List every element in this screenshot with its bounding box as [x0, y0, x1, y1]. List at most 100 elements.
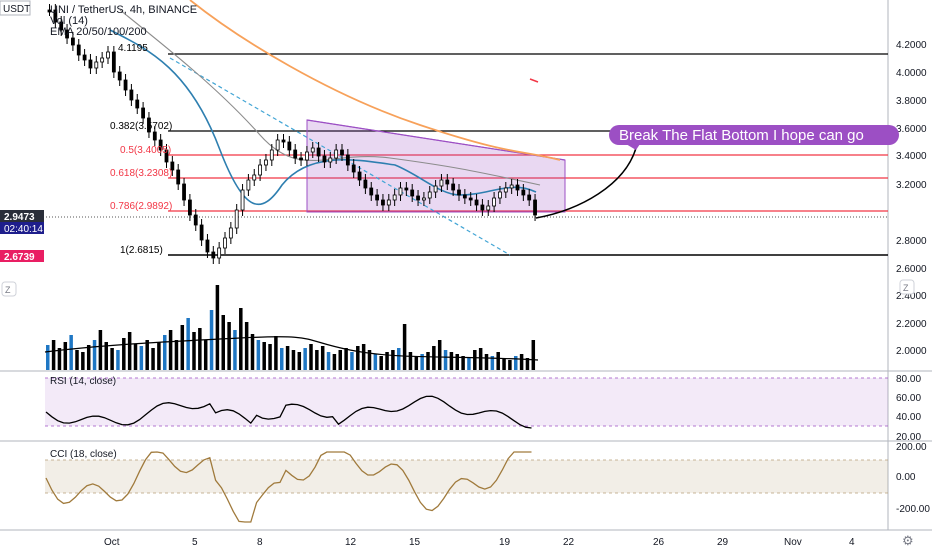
volume-bar — [297, 352, 302, 370]
volume-bar — [239, 308, 243, 370]
candle-body — [515, 184, 520, 191]
price-axis[interactable]: 4.2000 4.0000 3.8000 3.6000 3.4000 3.2000 2.80… — [896, 40, 930, 515]
dashed-trendline[interactable] — [169, 57, 511, 256]
rsi-title: RSI (14, close) — [50, 376, 116, 387]
candle-body — [111, 51, 116, 73]
candle-body — [182, 183, 186, 201]
time-tick-label: 4 — [849, 537, 855, 548]
low-price-badge — [0, 250, 44, 262]
volume-bar — [221, 315, 225, 370]
time-axis[interactable]: Oct 5 8 12 15 19 22 26 29 Nov 4 — [104, 537, 855, 548]
candle-body — [223, 237, 227, 249]
fib-label-05: 0.5(3.4005) — [120, 145, 171, 156]
candle-body — [71, 37, 75, 46]
volume-bar — [426, 352, 430, 370]
candle-body — [117, 71, 122, 81]
projection-curve[interactable] — [535, 147, 637, 219]
candle-body — [164, 149, 169, 163]
candle-body — [503, 187, 508, 193]
fib-label-top: 4.1195 — [118, 43, 148, 54]
volume-bar — [326, 352, 331, 370]
candle-body — [152, 131, 157, 141]
volume-bar — [455, 354, 459, 370]
volume-bar — [332, 354, 337, 370]
candle-body — [82, 54, 87, 61]
volume-bar — [163, 335, 167, 370]
candle-body — [468, 197, 473, 201]
cci-tick-label: -200.00 — [896, 504, 930, 515]
candle-body — [193, 214, 198, 226]
candle-body — [170, 161, 175, 171]
cci-tick-label: 200.00 — [896, 442, 927, 453]
candle-body — [533, 199, 537, 216]
ticker-box[interactable] — [0, 0, 31, 16]
candle-body — [381, 199, 385, 206]
price-tick-label: 3.6000 — [896, 124, 927, 135]
candle-body — [135, 99, 140, 109]
candle-body — [234, 209, 239, 229]
current-price-value: 2.9473 — [4, 212, 35, 223]
cci-band — [45, 460, 888, 493]
time-tick-label: 12 — [345, 537, 357, 548]
candle-body — [480, 204, 485, 211]
time-tick-label: 19 — [499, 537, 511, 548]
candle-body — [158, 139, 163, 151]
candle-body — [141, 107, 146, 119]
callout-bubble[interactable]: Break The Flat Bottom I hope can go — [609, 125, 899, 150]
candle-body — [240, 189, 245, 211]
price-tick-label: 3.8000 — [896, 96, 927, 107]
candle-body — [100, 57, 105, 63]
candle-body — [386, 199, 391, 206]
time-tick-label: 5 — [192, 537, 198, 548]
rsi-band — [45, 378, 888, 426]
volume-bar — [320, 346, 325, 370]
symbol-title: UNI / TetherUS, 4h, BINANCE — [50, 4, 197, 16]
candle-body — [369, 187, 374, 196]
main-pane[interactable] — [0, 0, 888, 370]
volume-bar — [104, 342, 108, 370]
volume-bar — [449, 352, 454, 370]
left-scale-label: Z — [5, 285, 11, 295]
candle-body — [416, 195, 420, 201]
volume-bar — [379, 356, 383, 370]
volume-bar — [215, 285, 220, 370]
price-tick-label: 3.2000 — [896, 180, 927, 191]
fib-label-0618: 0.618(3.2308) — [110, 168, 172, 179]
candle-body — [492, 197, 497, 207]
volume-bar — [367, 350, 372, 370]
candle-body — [211, 251, 216, 259]
candle-body — [252, 174, 257, 181]
right-scale-button[interactable] — [899, 279, 915, 295]
volume-bar — [344, 348, 348, 370]
candle-body — [410, 189, 415, 197]
volume-bar — [92, 340, 97, 370]
rsi-tick-label: 20.00 — [896, 432, 921, 443]
candle-body — [304, 151, 309, 161]
volume-bar — [174, 340, 179, 370]
volume-bar — [110, 348, 114, 370]
volume-bar — [478, 348, 483, 370]
time-tick-label: 8 — [257, 537, 263, 548]
small-red-mark — [529, 78, 539, 83]
current-price-badge — [0, 210, 44, 222]
candle-body — [187, 199, 192, 216]
settings-gear-icon[interactable]: ⚙ — [902, 533, 914, 548]
left-scale-button[interactable] — [1, 281, 17, 297]
candle-body — [351, 164, 356, 173]
volume-bar — [63, 342, 68, 370]
candle-body — [427, 191, 432, 199]
candle-body — [340, 149, 344, 156]
time-tick-label: Oct — [104, 537, 120, 548]
volume-bar — [244, 322, 249, 370]
candle-body — [205, 239, 210, 253]
candle-body — [147, 117, 151, 133]
rsi-tick-label: 40.00 — [896, 412, 921, 423]
time-tick-label: 22 — [563, 537, 575, 548]
time-tick-label: 15 — [409, 537, 421, 548]
volume-bar — [432, 346, 436, 370]
volume-bar — [233, 330, 237, 370]
volume-bar — [484, 354, 489, 370]
candle-body — [123, 79, 128, 91]
right-scale-label: Z — [903, 283, 909, 293]
